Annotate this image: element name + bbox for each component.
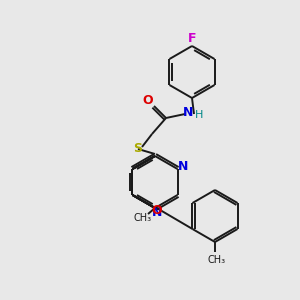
Text: S: S (134, 142, 142, 155)
Text: CH₃: CH₃ (208, 255, 226, 265)
Text: N: N (178, 160, 189, 173)
Text: CH₃: CH₃ (134, 213, 152, 223)
Text: N: N (152, 206, 162, 220)
Text: F: F (188, 32, 196, 46)
Text: N: N (183, 106, 193, 119)
Text: O: O (152, 205, 162, 218)
Text: O: O (143, 94, 153, 107)
Text: H: H (195, 110, 203, 120)
